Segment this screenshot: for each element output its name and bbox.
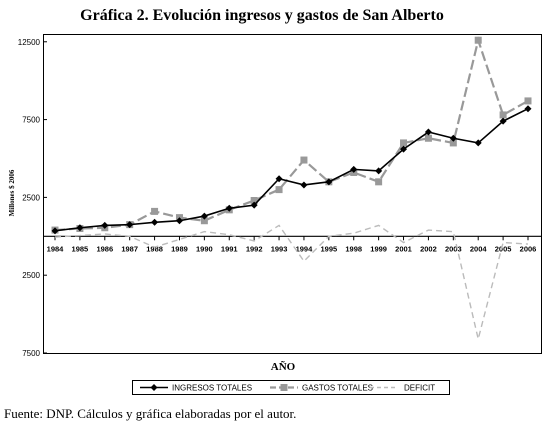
data-point (225, 204, 233, 212)
x-tick-label: 1995 (320, 244, 337, 253)
data-point (400, 139, 408, 147)
data-point (250, 197, 258, 205)
x-tick-label: 1998 (345, 244, 362, 253)
y-tick-label: 2500 (22, 193, 40, 202)
plot-frame (43, 34, 542, 354)
data-point (350, 165, 358, 173)
y-axis-label: Millones $ 2006 (8, 169, 16, 216)
x-tick-label: 1985 (72, 244, 89, 253)
legend-marker (280, 384, 288, 391)
data-point (449, 134, 457, 142)
data-point (325, 178, 333, 186)
data-point (499, 111, 507, 119)
x-tick-label: 1994 (296, 244, 314, 253)
y-tick-label: 7500 (22, 349, 40, 358)
data-point (524, 97, 532, 105)
data-point (499, 117, 507, 125)
x-tick-label: 1990 (196, 244, 213, 253)
x-tick-label: 1992 (246, 244, 263, 253)
data-point (300, 181, 308, 189)
series-line (54, 36, 529, 232)
y-axis: 12500 7500 2500 2500 7500 (18, 38, 47, 358)
x-tick-label: 2005 (495, 244, 512, 253)
data-point (524, 105, 532, 113)
x-tick-label: 1988 (146, 244, 163, 253)
data-point (101, 221, 109, 229)
x-axis-label: AÑO (271, 361, 296, 373)
legend-label: GASTOS TOTALES (302, 384, 373, 393)
data-point (76, 224, 84, 232)
series-ingresos-totales (51, 105, 532, 235)
data-point (275, 186, 283, 194)
y-tick-label: 7500 (22, 116, 40, 125)
legend-label: DEFICIT (404, 384, 435, 393)
series-layer (51, 36, 532, 340)
x-tick-label: 2001 (395, 244, 412, 253)
data-point (300, 156, 308, 164)
data-point (200, 217, 208, 225)
x-tick-label: 1986 (96, 244, 113, 253)
data-point (250, 201, 258, 209)
data-point (175, 217, 183, 225)
data-point (200, 212, 208, 220)
x-tick-label: 2004 (470, 244, 488, 253)
data-point (474, 139, 482, 147)
series-line (54, 224, 529, 340)
chart-title: Gráfica 2. Evolución ingresos y gastos d… (80, 7, 444, 24)
x-axis: 1984 1985 1986 1987 1988 1989 1990 1991 1992 1993… (47, 236, 537, 253)
x-tick-label: 1999 (370, 244, 387, 253)
data-point (151, 218, 159, 226)
data-point (400, 145, 408, 153)
data-point (375, 167, 383, 175)
data-point (126, 221, 134, 229)
data-point (424, 134, 432, 142)
data-point (51, 227, 59, 235)
data-point (449, 139, 457, 147)
x-tick-label: 1993 (271, 244, 288, 253)
x-tick-label: 2003 (445, 244, 462, 253)
data-point (424, 128, 432, 136)
data-point (275, 175, 283, 183)
x-tick-label: 2006 (520, 244, 537, 253)
series-line (54, 107, 529, 232)
series-gastos-totales (51, 36, 532, 234)
source-note: Fuente: DNP. Cálculos y gráfica elaborad… (4, 406, 296, 421)
x-tick-label: 2002 (420, 244, 437, 253)
legend-label: INGRESOS TOTALES (172, 384, 252, 393)
x-tick-label: 1991 (221, 244, 238, 253)
x-tick-label: 1987 (121, 244, 138, 253)
legend: INGRESOS TOTALES GASTOS TOTALES DEFICIT (132, 380, 450, 395)
legend-marker (150, 384, 158, 391)
x-tick-label: 1984 (47, 244, 65, 253)
data-point (151, 207, 159, 215)
data-point (474, 36, 482, 44)
y-tick-label: 2500 (22, 271, 40, 280)
data-point (375, 178, 383, 186)
y-tick-label: 12500 (18, 38, 41, 47)
x-tick-label: 1989 (171, 244, 188, 253)
series-deficit (54, 224, 529, 340)
